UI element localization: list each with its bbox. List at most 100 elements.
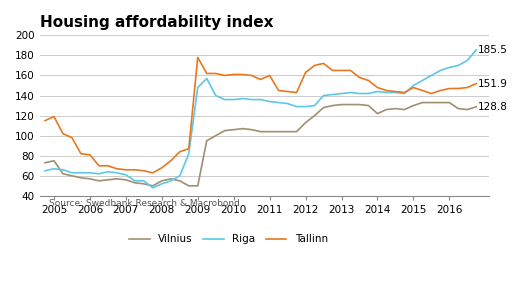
Tallinn — [339, 69, 345, 72]
Vilnius — [150, 184, 156, 188]
Vilnius — [141, 182, 147, 186]
Riga — [473, 48, 479, 52]
Vilnius — [302, 121, 309, 124]
Riga — [239, 97, 246, 100]
Tallinn — [96, 164, 102, 168]
Tallinn — [51, 115, 57, 119]
Text: Housing affordability index: Housing affordability index — [40, 15, 273, 30]
Riga — [437, 69, 443, 72]
Tallinn — [293, 91, 300, 94]
Riga — [248, 98, 255, 101]
Riga — [401, 92, 408, 95]
Vilnius — [69, 174, 75, 178]
Riga — [159, 182, 165, 186]
Vilnius — [392, 107, 399, 110]
Vilnius — [365, 104, 372, 107]
Vilnius — [51, 159, 57, 163]
Vilnius — [374, 112, 380, 116]
Tallinn — [69, 136, 75, 140]
Tallinn — [150, 171, 156, 175]
Vilnius — [446, 101, 453, 104]
Vilnius — [285, 130, 291, 134]
Tallinn — [401, 91, 408, 94]
Vilnius — [123, 178, 129, 181]
Riga — [311, 104, 318, 107]
Riga — [410, 84, 417, 87]
Tallinn — [392, 90, 399, 93]
Tallinn — [204, 72, 210, 75]
Riga — [330, 93, 336, 96]
Riga — [383, 91, 389, 94]
Tallinn — [132, 168, 138, 172]
Tallinn — [311, 64, 318, 67]
Riga — [185, 152, 192, 155]
Vilnius — [473, 105, 479, 109]
Vilnius — [231, 128, 237, 131]
Tallinn — [42, 119, 48, 122]
Vilnius — [204, 139, 210, 142]
Text: Source: Swedbank Research & Macrobond: Source: Swedbank Research & Macrobond — [49, 199, 239, 208]
Tallinn — [231, 73, 237, 76]
Tallinn — [185, 147, 192, 151]
Tallinn — [87, 153, 93, 157]
Tallinn — [302, 71, 309, 74]
Riga — [419, 79, 425, 82]
Riga — [123, 173, 129, 177]
Riga — [222, 98, 228, 101]
Vilnius — [339, 103, 345, 106]
Riga — [347, 91, 354, 94]
Tallinn — [177, 150, 183, 154]
Riga — [78, 171, 84, 175]
Riga — [69, 171, 75, 175]
Vilnius — [185, 184, 192, 188]
Riga — [177, 174, 183, 178]
Vilnius — [437, 101, 443, 104]
Tallinn — [320, 61, 326, 65]
Vilnius — [168, 177, 174, 181]
Riga — [105, 170, 111, 174]
Tallinn — [159, 166, 165, 169]
Riga — [194, 86, 201, 89]
Vilnius — [194, 184, 201, 188]
Text: 151.9: 151.9 — [478, 79, 508, 88]
Tallinn — [347, 69, 354, 72]
Vilnius — [239, 127, 246, 130]
Text: 185.5: 185.5 — [478, 45, 508, 55]
Riga — [231, 98, 237, 101]
Vilnius — [177, 179, 183, 183]
Riga — [150, 186, 156, 190]
Tallinn — [105, 164, 111, 168]
Riga — [141, 179, 147, 183]
Riga — [51, 167, 57, 171]
Riga — [267, 100, 273, 103]
Tallinn — [194, 56, 201, 59]
Vilnius — [276, 130, 282, 134]
Tallinn — [374, 86, 380, 89]
Line: Vilnius: Vilnius — [45, 103, 476, 186]
Riga — [392, 91, 399, 94]
Riga — [374, 90, 380, 93]
Tallinn — [114, 167, 120, 171]
Vilnius — [356, 103, 363, 106]
Tallinn — [60, 132, 66, 136]
Riga — [365, 92, 372, 95]
Tallinn — [419, 89, 425, 92]
Tallinn — [276, 89, 282, 92]
Riga — [293, 105, 300, 108]
Vilnius — [105, 178, 111, 181]
Riga — [302, 105, 309, 108]
Riga — [204, 77, 210, 80]
Riga — [428, 74, 434, 77]
Tallinn — [330, 69, 336, 72]
Tallinn — [168, 159, 174, 163]
Tallinn — [365, 79, 372, 82]
Vilnius — [347, 103, 354, 106]
Riga — [132, 179, 138, 183]
Tallinn — [437, 89, 443, 92]
Legend: Vilnius, Riga, Tallinn: Vilnius, Riga, Tallinn — [125, 230, 332, 248]
Riga — [464, 58, 471, 62]
Vilnius — [257, 130, 264, 134]
Vilnius — [401, 108, 408, 111]
Riga — [96, 172, 102, 175]
Vilnius — [330, 104, 336, 107]
